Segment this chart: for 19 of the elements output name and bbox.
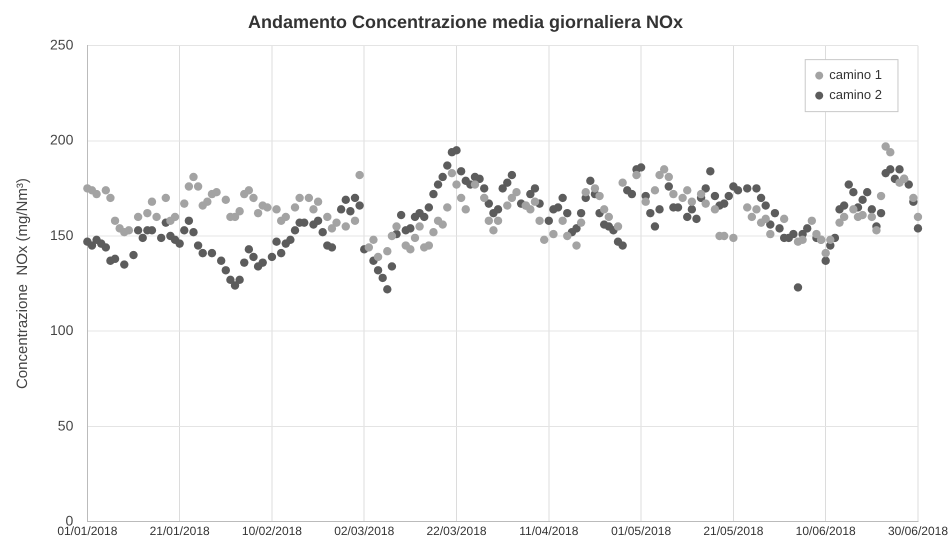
legend-label: camino 2: [829, 87, 882, 102]
x-tick-label: 10/02/2018: [242, 524, 302, 538]
y-tick-label: 150: [50, 226, 74, 243]
y-tick-label: 100: [50, 322, 74, 338]
y-tick-label: 200: [50, 132, 74, 148]
x-tick-label: 21/01/2018: [150, 524, 210, 538]
y-axis-title: Concentrazione NOx (mg/Nm³): [14, 178, 32, 390]
x-tick-label: 01/05/2018: [611, 524, 672, 538]
x-tick-label: 22/03/2018: [426, 524, 487, 538]
x-tick-label: 11/04/2018: [519, 524, 579, 538]
x-tick-label: 21/05/2018: [703, 524, 764, 538]
y-tick-label: 50: [58, 417, 74, 434]
x-tick-label: 30/06/2018: [888, 524, 948, 538]
y-tick-label: 250: [50, 36, 74, 52]
x-tick-label: 10/06/2018: [796, 524, 856, 538]
chart-title: Andamento Concentrazione media giornaliera NOx: [248, 12, 684, 32]
x-tick-label: 02/03/2018: [334, 524, 395, 538]
legend-label: camino 1: [829, 67, 882, 82]
x-tick-label: 01/01/2018: [57, 524, 118, 538]
